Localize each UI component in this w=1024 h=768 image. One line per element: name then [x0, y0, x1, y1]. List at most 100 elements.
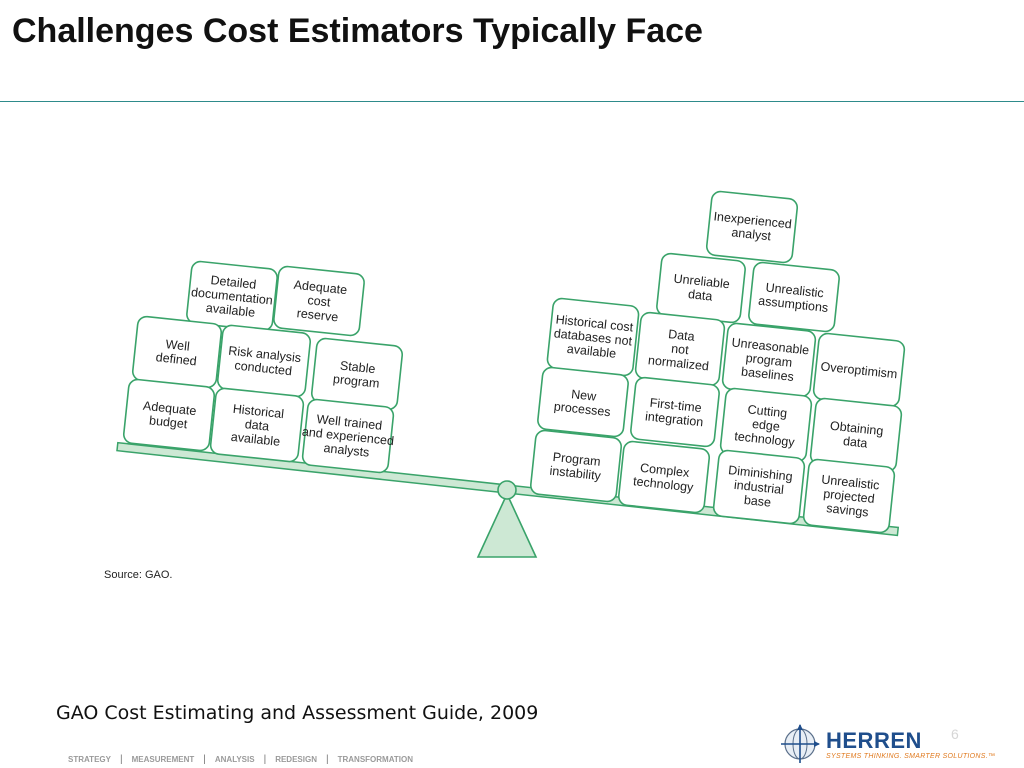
factor-label-line: savings: [826, 501, 870, 519]
factor-box-border: [617, 440, 711, 514]
factor-label-line: program: [745, 351, 793, 370]
factor-box-border: [273, 265, 365, 337]
right-pan-factor-box: Overoptimism: [812, 332, 906, 408]
factor-box-border: [122, 378, 216, 452]
logo-wordmark: HERREN: [826, 728, 922, 753]
title-divider: [0, 101, 1024, 102]
footer-separator: |: [119, 754, 123, 765]
factor-label-line: Program: [552, 450, 601, 469]
logo-tagline: SYSTEMS THINKING. SMARTER SOLUTIONS.™: [826, 753, 996, 760]
factor-label-line: Data: [668, 327, 696, 344]
factor-label-line: available: [566, 342, 617, 361]
factor-label-line: defined: [155, 350, 197, 368]
factor-label-line: edge: [751, 417, 780, 434]
factor-box-border: [705, 190, 799, 264]
factor-label-line: normalized: [647, 353, 709, 373]
source-label: Source: GAO.: [104, 569, 172, 581]
factor-label-line: conducted: [234, 358, 293, 378]
factor-label-line: technology: [632, 474, 694, 494]
factor-box-border: [802, 458, 896, 534]
factor-label-line: instability: [549, 464, 602, 483]
factor-label-line: First-time: [649, 396, 702, 415]
factor-label-line: Adequate: [142, 399, 197, 419]
factor-label-line: technology: [734, 429, 796, 449]
slide-caption: GAO Cost Estimating and Assessment Guide…: [56, 702, 539, 724]
factor-label-line: Stable: [339, 359, 376, 377]
factor-label-line: available: [205, 301, 256, 320]
footer-separator: |: [325, 754, 329, 765]
factor-label-line: Unrealistic: [765, 280, 825, 300]
factor-label-line: Adequate: [293, 278, 348, 298]
footer-nav-item: REDESIGN: [275, 755, 317, 764]
factor-label-line: Obtaining: [829, 419, 884, 439]
factor-label-line: Well: [165, 337, 190, 353]
factor-label-line: budget: [148, 413, 188, 431]
factor-box-border: [630, 376, 720, 448]
factor-label-line: data: [244, 417, 270, 433]
factor-label-line: Cutting: [747, 402, 788, 420]
factor-box-border: [537, 366, 629, 438]
factor-box-border: [209, 387, 305, 463]
footer-nav-item: ANALYSIS: [214, 755, 255, 764]
footer-nav-item: STRATEGY: [68, 755, 111, 764]
factor-label-line: base: [743, 493, 771, 510]
factor-label-line: cost: [307, 293, 332, 309]
fulcrum-triangle: [476, 492, 538, 558]
factor-label-line: analysts: [323, 441, 370, 460]
factor-label-line: Detailed: [210, 273, 257, 292]
factor-label-line: analyst: [731, 225, 772, 243]
factor-label-line: Complex: [639, 461, 690, 480]
factor-label-line: industrial: [733, 478, 784, 497]
factor-label-line: program: [332, 372, 380, 391]
globe-icon: [781, 724, 820, 763]
footer-nav-item: MEASUREMENT: [131, 755, 195, 764]
factor-label-line: projected: [823, 487, 876, 506]
factor-label-line: not: [671, 342, 690, 358]
factor-label-line: data: [842, 434, 868, 450]
factor-label-line: data: [687, 287, 713, 303]
footer-separator: |: [203, 754, 206, 765]
factor-label-line: Historical: [232, 402, 285, 421]
factor-box-border: [712, 449, 806, 525]
page-number: 6: [951, 726, 959, 742]
factor-label-line: processes: [553, 399, 611, 419]
factor-box-border: [529, 429, 623, 503]
factor-label-line: New: [571, 387, 598, 404]
factor-label-line: reserve: [296, 306, 339, 324]
factor-box-border: [748, 261, 840, 333]
footer-nav-item: TRANSFORMATION: [337, 755, 413, 764]
factor-label-line: Well trained: [316, 412, 383, 433]
factor-label-line: Unreliable: [673, 272, 730, 292]
slide-title: Challenges Cost Estimators Typically Fac…: [12, 12, 703, 50]
footer-separator: |: [263, 754, 267, 765]
factor-box-border: [301, 398, 395, 474]
factor-label-line: baselines: [740, 365, 794, 384]
left-pan: DetaileddocumentationavailableAdequateco…: [122, 260, 404, 474]
company-logo: HERREN SYSTEMS THINKING. SMARTER SOLUTIO…: [778, 722, 1024, 766]
factor-label-line: available: [230, 430, 281, 449]
factor-label-line: Diminishing: [728, 463, 794, 484]
pivot-circle: [497, 480, 517, 500]
factor-label-line: integration: [644, 409, 704, 429]
